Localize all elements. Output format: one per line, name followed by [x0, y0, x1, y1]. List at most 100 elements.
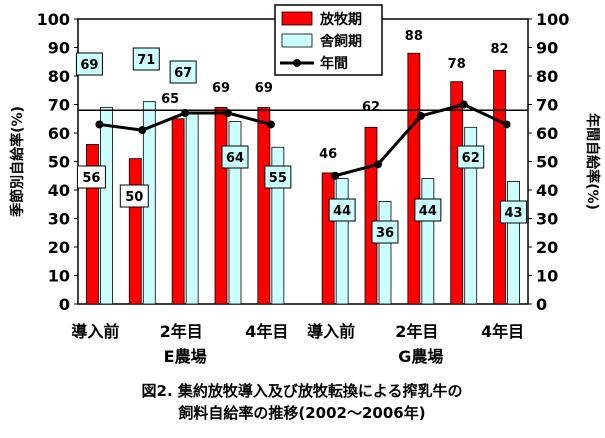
- legend-label: 年間: [320, 55, 348, 72]
- data-label-housing: 44: [333, 204, 351, 219]
- data-label-housing: 69: [80, 58, 98, 73]
- annual-point: [266, 120, 275, 129]
- data-label-box: [500, 200, 528, 224]
- data-label-grazing: 88: [405, 29, 423, 44]
- bar-grazing: [128, 158, 142, 305]
- y-tick-right: 80: [536, 67, 558, 86]
- data-label-housing: 55: [269, 171, 287, 186]
- data-label-housing: 36: [376, 226, 394, 241]
- y-tick-right: 30: [536, 210, 558, 229]
- data-label-grazing: 82: [491, 42, 509, 57]
- data-label-grazing: 62: [362, 100, 380, 115]
- chart-title-line: 飼料自給率の推移(2002～2006年): [177, 404, 425, 422]
- bar-grazing: [321, 172, 335, 305]
- bar-housing: [335, 178, 349, 305]
- annual-point: [138, 126, 147, 135]
- data-label-box: [221, 145, 249, 169]
- y-tick-left: 0: [59, 295, 70, 314]
- data-label-box: [264, 165, 292, 189]
- chart-title: 図2. 集約放牧導入及び放牧転換による搾乳牛の飼料自給率の推移(2002～200…: [142, 382, 463, 422]
- x-tick-label: 2年目: [395, 322, 438, 341]
- data-label-box: [457, 145, 485, 169]
- annual-point: [224, 109, 232, 118]
- data-label-grazing-boxed: 56: [82, 171, 100, 186]
- data-label-box: [119, 184, 149, 208]
- y-tick-right: 20: [536, 238, 558, 257]
- bar-grazing: [364, 126, 378, 305]
- data-label-housing: 43: [505, 206, 523, 221]
- y-tick-left: 40: [48, 181, 70, 200]
- y-tick-right: 60: [536, 124, 558, 143]
- y-tick-right: 90: [536, 39, 558, 58]
- y-tick-left: 90: [48, 39, 70, 58]
- annual-point: [374, 160, 382, 169]
- y-tick-left: 100: [37, 10, 70, 29]
- y-tick-right: 50: [536, 153, 558, 172]
- y-tick-left: 30: [48, 210, 70, 229]
- bar-housing: [421, 178, 435, 305]
- bar-grazing: [257, 106, 271, 305]
- chart-title-line: 図2. 集約放牧導入及び放牧転換による搾乳牛の: [142, 382, 463, 400]
- annual-point: [95, 120, 104, 129]
- legend-marker: [293, 59, 301, 67]
- data-label-grazing: 78: [448, 57, 466, 72]
- data-label-box: [371, 220, 399, 244]
- x-group-label: E農場: [164, 347, 207, 366]
- annual-point: [502, 120, 511, 129]
- y-axis-title-left: 季節別自給率(%): [9, 106, 26, 218]
- y-axis-title-right: 年間自給率(%): [584, 113, 601, 210]
- legend-label: 舎飼期: [320, 33, 362, 50]
- y-tick-left: 20: [48, 238, 70, 257]
- data-label-box: [414, 198, 442, 222]
- data-label-housing: 44: [419, 204, 437, 219]
- data-label-grazing-boxed: 50: [125, 190, 143, 205]
- data-label-box: [328, 198, 356, 222]
- y-tick-left: 80: [48, 67, 70, 86]
- y-tick-right: 40: [536, 181, 558, 200]
- y-tick-left: 60: [48, 124, 70, 143]
- data-label-housing: 67: [174, 66, 192, 81]
- data-label-box: [75, 52, 103, 76]
- bar-housing: [464, 126, 478, 305]
- bar-housing: [100, 106, 113, 305]
- y-tick-right: 0: [536, 295, 547, 314]
- legend-swatch: [281, 11, 313, 26]
- x-tick-label: 導入前: [71, 322, 119, 341]
- x-group-label: G農場: [398, 347, 443, 366]
- axes: 0 0 10 10 20 20 30 30 40 40 50 50 60 60 70 70 80 80 90 90 10…: [9, 10, 601, 366]
- data-label-box: [169, 60, 197, 84]
- bar-housing: [185, 112, 199, 305]
- data-label-grazing: 69: [255, 81, 273, 96]
- bar-housing: [378, 200, 392, 305]
- y-tick-left: 50: [48, 153, 70, 172]
- bar-grazing: [407, 52, 421, 305]
- y-tick-right: 100: [536, 10, 569, 29]
- y-tick-right: 70: [536, 96, 558, 115]
- data-label-grazing: 65: [161, 92, 179, 107]
- bar-housing: [507, 181, 520, 305]
- legend-label: 放牧期: [319, 11, 362, 28]
- annual-point: [331, 171, 340, 180]
- data-label-grazing: 69: [212, 81, 230, 96]
- data-label-housing: 64: [226, 151, 244, 166]
- y-tick-left: 10: [48, 267, 70, 286]
- data-label-box: [132, 47, 160, 71]
- y-tick-left: 70: [48, 96, 70, 115]
- annual-point: [416, 111, 425, 120]
- y-tick-right: 10: [536, 267, 558, 286]
- x-tick-label: 4年目: [245, 322, 288, 341]
- bar-grazing: [450, 81, 464, 305]
- annual-point: [459, 100, 468, 109]
- bar-grazing: [171, 118, 185, 305]
- bar-grazing: [493, 69, 506, 305]
- x-tick-label: 4年目: [481, 322, 524, 341]
- data-label-box: [76, 165, 106, 189]
- annual-point: [181, 109, 190, 118]
- x-tick-label: 2年目: [160, 322, 203, 341]
- legend-swatch: [281, 33, 313, 48]
- data-label-housing: 62: [462, 151, 480, 166]
- data-label-grazing: 46: [319, 147, 337, 162]
- data-label-housing: 71: [137, 53, 155, 68]
